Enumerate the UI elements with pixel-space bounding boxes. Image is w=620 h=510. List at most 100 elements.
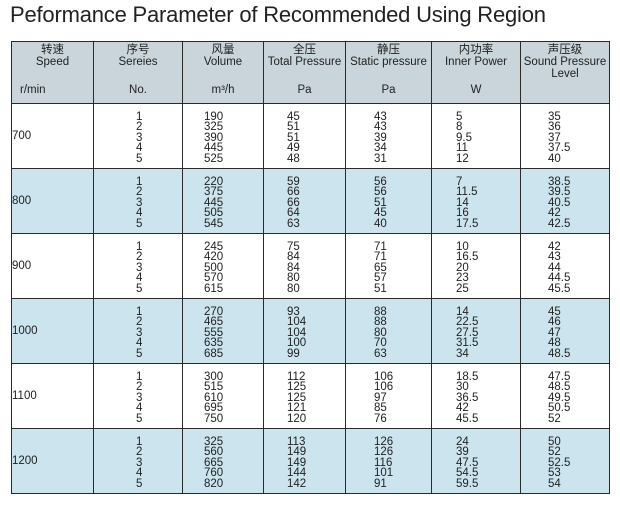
- cell-value: 43: [374, 121, 387, 134]
- cell-value: 37.5: [548, 142, 571, 155]
- cell-value: 14: [456, 196, 469, 209]
- cell-value: 35: [548, 111, 561, 123]
- header-en: Static pressure: [350, 56, 427, 68]
- cell-value: 149: [287, 446, 307, 459]
- header-unit: No.: [129, 84, 147, 96]
- cell-value: 65: [374, 261, 387, 274]
- inner-power-cell: 24 39 47.5 54.5 59.5: [431, 428, 521, 494]
- cell-value: 126: [374, 446, 394, 459]
- header-en: Total Pressure: [267, 56, 342, 68]
- speed-cell: 900: [11, 233, 94, 299]
- cell-value: 49.5: [548, 391, 571, 404]
- cell-value: 52: [548, 412, 561, 425]
- cell-value: 5: [136, 347, 143, 360]
- cell-value: 11.5: [456, 186, 478, 199]
- header-cn: 风量: [211, 44, 235, 56]
- cell-value: 48: [548, 337, 561, 350]
- cell-value: 80: [287, 282, 300, 295]
- cell-value: 88: [374, 306, 387, 318]
- cell-value: 47.5: [456, 456, 479, 469]
- cell-value: 93: [287, 306, 300, 318]
- cell-value: 125: [287, 391, 307, 404]
- cell-value: 63: [374, 347, 387, 360]
- header-en: Volume: [203, 56, 243, 68]
- cell-value: 64: [287, 207, 300, 220]
- cell-value: 112: [287, 371, 306, 383]
- cell-value: 40: [374, 217, 387, 230]
- inner-power-cell: 18.5 30 36.5 42 45.5: [431, 363, 521, 429]
- table-row: 1200 1 2 3 4 5 325 560 665 760 820 113 149 149 144 142 1…: [11, 428, 610, 494]
- cell-value: 270: [204, 306, 224, 318]
- cell-value: 104: [287, 326, 307, 339]
- cell-value: 2: [136, 316, 143, 329]
- sound-pressure-cell: 45 46 47 48 48.5: [520, 298, 610, 364]
- header-static-pressure: 静压 Static pressure Pa: [345, 41, 432, 104]
- cell-value: 500: [204, 261, 224, 274]
- cell-value: 106: [374, 371, 394, 383]
- cell-value: 44.5: [548, 272, 571, 285]
- cell-value: 25: [456, 282, 469, 295]
- cell-value: 59.5: [456, 477, 479, 490]
- header-unit: m³/h: [211, 84, 235, 96]
- cell-value: 51: [287, 131, 300, 144]
- cell-value: 47.5: [548, 371, 571, 383]
- cell-value: 10: [456, 241, 469, 253]
- static-pressure-cell: 88 88 80 70 63: [345, 298, 432, 364]
- cell-value: 420: [204, 251, 224, 264]
- cell-value: 190: [204, 111, 224, 123]
- speed-cell: 1000: [11, 298, 94, 364]
- cell-value: 615: [204, 282, 224, 295]
- cell-value: 665: [204, 456, 224, 469]
- cell-value: 43: [548, 251, 561, 264]
- cell-value: 22.5: [456, 316, 479, 329]
- cell-value: 1: [136, 111, 143, 123]
- cell-value: 30: [456, 381, 469, 394]
- cell-value: 46: [548, 316, 561, 329]
- table-row: 1000 1 2 3 4 5 270 465 555 635 685 93 104 104 100 99 88 8…: [11, 298, 610, 364]
- cell-value: 505: [204, 207, 224, 220]
- cell-value: 515: [204, 381, 224, 394]
- cell-value: 695: [204, 402, 224, 415]
- cell-value: 445: [204, 142, 224, 155]
- header-cn: 静压: [377, 44, 400, 56]
- header-en: Inner Power: [444, 56, 507, 68]
- header-series: 序号 Sereies No.: [93, 41, 183, 104]
- cell-value: 23: [456, 272, 469, 285]
- cell-value: 1: [136, 436, 143, 448]
- volume-cell: 325 560 665 760 820: [182, 428, 264, 494]
- cell-value: 53: [548, 467, 561, 480]
- cell-value: 4: [136, 207, 143, 220]
- cell-value: 48: [287, 152, 300, 165]
- table-row: 800 1 2 3 4 5 220 375 445 505 545 59 66 66 64 63 56 56 51 4…: [11, 168, 610, 234]
- speed-cell: 1200: [11, 428, 94, 494]
- performance-table: 转速 Speed r/min 序号 Sereies No. 风量 Volume …: [11, 41, 610, 494]
- cell-value: 4: [136, 272, 143, 285]
- static-pressure-cell: 71 71 65 57 51: [345, 233, 432, 299]
- static-pressure-cell: 43 43 39 34 31: [345, 103, 432, 169]
- cell-value: 750: [204, 412, 224, 425]
- header-speed: 转速 Speed r/min: [11, 41, 94, 104]
- header-cn: 全压: [293, 44, 316, 56]
- cell-value: 525: [204, 152, 224, 165]
- page-title: Peformance Parameter of Recommended Usin…: [10, 2, 546, 27]
- cell-value: 34: [456, 347, 469, 360]
- header-en: Sereies: [118, 56, 158, 68]
- cell-value: 126: [374, 436, 394, 448]
- cell-value: 445: [204, 196, 224, 209]
- cell-value: 66: [287, 196, 300, 209]
- cell-value: 45: [548, 306, 561, 318]
- cell-value: 76: [374, 412, 387, 425]
- static-pressure-cell: 106 106 97 85 76: [345, 363, 432, 429]
- cell-value: 3: [136, 196, 143, 209]
- table-body: 700 1 2 3 4 5 190 325 390 445 525 45 51 51 49 48 43 43 39 3…: [11, 103, 610, 494]
- cell-value: 4: [136, 142, 143, 155]
- cell-value: 97: [374, 391, 387, 404]
- cell-value: 36: [548, 121, 561, 134]
- total-pressure-cell: 75 84 84 80 80: [263, 233, 346, 299]
- cell-value: 57: [374, 272, 387, 285]
- cell-value: 2: [136, 381, 143, 394]
- cell-value: 220: [204, 176, 224, 188]
